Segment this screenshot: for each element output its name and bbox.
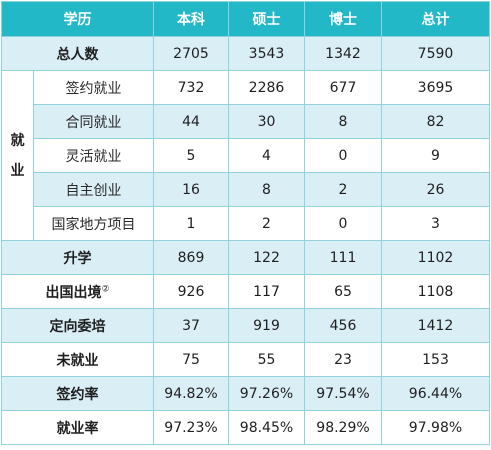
row-label: 出国出境 bbox=[45, 284, 102, 301]
cell-master: 97.26% bbox=[228, 376, 305, 411]
cell-total: 1102 bbox=[381, 240, 490, 275]
table-row-employment-rate: 就业率 97.23% 98.45% 98.29% 97.98% bbox=[1, 410, 490, 445]
row-label: 灵活就业 bbox=[33, 138, 154, 173]
header-doctor: 博士 bbox=[304, 1, 382, 37]
header-master: 硕士 bbox=[228, 1, 305, 37]
row-label: 签约率 bbox=[1, 376, 154, 411]
row-label: 国家地方项目 bbox=[33, 206, 154, 241]
cell-master: 55 bbox=[228, 342, 305, 377]
group-char-1: 就 bbox=[10, 132, 25, 149]
cell-doctor: 97.54% bbox=[304, 376, 382, 411]
cell-doctor: 65 bbox=[304, 274, 382, 309]
cell-bachelor: 926 bbox=[153, 274, 229, 309]
cell-master: 8 bbox=[228, 172, 305, 207]
cell-master: 122 bbox=[228, 240, 305, 275]
cell-total: 1412 bbox=[381, 308, 490, 343]
footnote-marker: ② bbox=[101, 283, 110, 294]
row-label: 定向委培 bbox=[1, 308, 154, 343]
table-row-employment-1: 就 业 签约就业 732 2286 677 3695 bbox=[1, 70, 490, 241]
cell-master: 919 bbox=[228, 308, 305, 343]
header-total: 总计 bbox=[381, 1, 490, 37]
cell-master: 98.45% bbox=[228, 410, 305, 445]
group-char-2: 业 bbox=[10, 162, 25, 179]
table-row-employment-3: 灵活就业 5 4 0 9 bbox=[2, 138, 490, 173]
row-label: 合同就业 bbox=[33, 104, 154, 139]
cell-master: 2286 bbox=[228, 70, 305, 105]
row-label: 未就业 bbox=[1, 342, 154, 377]
cell-doctor: 1342 bbox=[304, 36, 382, 71]
cell-doctor: 8 bbox=[304, 104, 382, 139]
cell-doctor: 677 bbox=[304, 70, 382, 105]
header-degree: 学历 bbox=[1, 1, 154, 37]
table-row-employment-5: 国家地方项目 1 2 0 3 bbox=[2, 206, 490, 241]
cell-bachelor: 97.23% bbox=[153, 410, 229, 445]
cell-doctor: 0 bbox=[304, 206, 382, 241]
row-label: 就业率 bbox=[1, 410, 154, 445]
cell-bachelor: 37 bbox=[153, 308, 229, 343]
cell-total: 7590 bbox=[381, 36, 490, 71]
table-row-total: 总人数 2705 3543 1342 7590 bbox=[1, 36, 490, 71]
cell-bachelor: 869 bbox=[153, 240, 229, 275]
cell-total: 97.98% bbox=[381, 410, 490, 445]
cell-total: 3 bbox=[381, 206, 490, 241]
table-row-signing-rate: 签约率 94.82% 97.26% 97.54% 96.44% bbox=[1, 376, 490, 411]
cell-master: 117 bbox=[228, 274, 305, 309]
cell-doctor: 2 bbox=[304, 172, 382, 207]
table-row-unemployed: 未就业 75 55 23 153 bbox=[1, 342, 490, 377]
cell-bachelor: 94.82% bbox=[153, 376, 229, 411]
cell-master: 30 bbox=[228, 104, 305, 139]
cell-bachelor: 16 bbox=[153, 172, 229, 207]
row-label: 升学 bbox=[1, 240, 154, 275]
cell-bachelor: 75 bbox=[153, 342, 229, 377]
row-label: 签约就业 bbox=[33, 70, 154, 105]
cell-doctor: 111 bbox=[304, 240, 382, 275]
row-label: 自主创业 bbox=[33, 172, 154, 207]
cell-master: 4 bbox=[228, 138, 305, 173]
cell-doctor: 456 bbox=[304, 308, 382, 343]
cell-bachelor: 2705 bbox=[153, 36, 229, 71]
cell-bachelor: 1 bbox=[153, 206, 229, 241]
cell-doctor: 23 bbox=[304, 342, 382, 377]
cell-master: 2 bbox=[228, 206, 305, 241]
cell-bachelor: 5 bbox=[153, 138, 229, 173]
cell-total: 82 bbox=[381, 104, 490, 139]
cell-doctor: 98.29% bbox=[304, 410, 382, 445]
cell-total: 1108 bbox=[381, 274, 490, 309]
cell-total: 3695 bbox=[381, 70, 490, 105]
cell-bachelor: 732 bbox=[153, 70, 229, 105]
cell-doctor: 0 bbox=[304, 138, 382, 173]
table-row-abroad: 出国出境② 926 117 65 1108 bbox=[1, 274, 490, 309]
table-row-further-study: 升学 869 122 111 1102 bbox=[1, 240, 490, 275]
row-label: 总人数 bbox=[1, 36, 154, 71]
cell-bachelor: 44 bbox=[153, 104, 229, 139]
header-bachelor: 本科 bbox=[153, 1, 229, 37]
employment-group-label: 就 业 bbox=[1, 70, 34, 241]
cell-total: 96.44% bbox=[381, 376, 490, 411]
table-row-employment-4: 自主创业 16 8 2 26 bbox=[2, 172, 490, 207]
cell-master: 3543 bbox=[228, 36, 305, 71]
table-row-employment-2: 合同就业 44 30 8 82 bbox=[2, 104, 490, 139]
cell-total: 9 bbox=[381, 138, 490, 173]
row-label-abroad: 出国出境② bbox=[1, 274, 154, 309]
cell-total: 153 bbox=[381, 342, 490, 377]
table-row-directed-training: 定向委培 37 919 456 1412 bbox=[1, 308, 490, 343]
cell-total: 26 bbox=[381, 172, 490, 207]
header-row: 学历 本科 硕士 博士 总计 bbox=[1, 1, 490, 37]
